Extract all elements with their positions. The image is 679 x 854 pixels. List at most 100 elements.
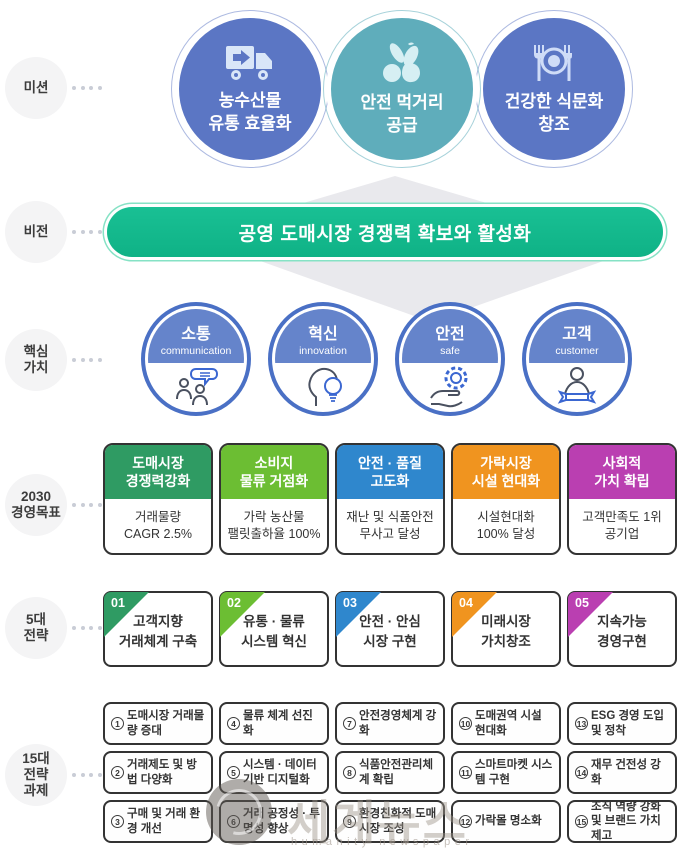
goal-title: 안전 · 품질 고도화 xyxy=(337,445,443,499)
goal-card: 소비지 물류 거점화 가락 농산물 팰릿출하율 100% xyxy=(219,443,329,555)
core-value-ko: 안전 xyxy=(435,325,465,343)
core-value-icon-wrap xyxy=(275,363,371,409)
task-card: 12 가락몰 명소화 xyxy=(451,800,561,843)
task-text: 물류 체계 선진화 xyxy=(243,710,313,737)
goal-title: 사회적 가치 확립 xyxy=(569,445,675,499)
dots-separator xyxy=(72,86,102,90)
task-text: 식품안전관리체계 확립 xyxy=(359,759,434,786)
dots-separator xyxy=(72,358,102,362)
task-number: 7 xyxy=(343,717,356,730)
dots-separator xyxy=(72,503,102,507)
task-text: 도매권역 시설 현대화 xyxy=(475,710,542,737)
core-value-inner: 안전 safe xyxy=(402,309,498,409)
mission-title: 농수산물 유통 효율화 xyxy=(208,91,292,133)
communication-icon xyxy=(176,368,219,406)
vision-statement: 공영 도매시장 경쟁력 확보와 활성화 xyxy=(107,207,663,257)
core-value-inner: 혁신 innovation xyxy=(275,309,371,409)
core-value-ko: 고객 xyxy=(562,325,592,343)
task-number: 3 xyxy=(111,815,124,828)
strategy-title: 안전 · 안심 시장 구현 xyxy=(359,613,421,649)
task-number: 14 xyxy=(575,766,588,779)
task-number: 10 xyxy=(459,717,472,730)
task-number: 15 xyxy=(575,815,588,828)
core-value-header: 안전 safe xyxy=(402,309,498,363)
goal-desc: 고객만족도 1위 공기업 xyxy=(582,509,662,542)
core-value-communication: 소통 communication xyxy=(141,302,251,416)
strategy-title: 고객지향 거래체계 구축 xyxy=(118,613,198,649)
goal-card: 가락시장 시설 현대화 시설현대화 100% 달성 xyxy=(451,443,561,555)
core-value-header: 고객 customer xyxy=(529,309,625,363)
task-text: 구매 및 거래 환경 개선 xyxy=(127,808,201,835)
core-value-header: 혁신 innovation xyxy=(275,309,371,363)
task-number: 1 xyxy=(111,717,124,730)
core-value-customer: 고객 customer xyxy=(522,302,632,416)
task-text: 조직 역량 강화 및 브랜드 가치 제고 xyxy=(591,800,661,842)
strategy-title: 미래시장 가치창조 xyxy=(481,613,531,649)
mission-circle-food-culture: 건강한 식문화 창조 xyxy=(475,10,633,168)
goal-title: 소비지 물류 거점화 xyxy=(221,445,327,499)
mission-title: 건강한 식문화 창조 xyxy=(504,92,604,134)
core-value-ko: 소통 xyxy=(181,325,211,343)
core-value-ko: 혁신 xyxy=(308,325,338,343)
safety-icon xyxy=(430,366,468,408)
task-text: 거래 공정성 · 투명성 향상 xyxy=(243,808,320,835)
task-text: 가락몰 명소화 xyxy=(475,815,542,828)
core-value-en: customer xyxy=(555,344,599,357)
task-card: 9 환경친화적 도매시장 조성 xyxy=(335,800,445,843)
task-text: 환경친화적 도매시장 조성 xyxy=(359,808,437,835)
task-text: 거래제도 및 방법 다양화 xyxy=(127,759,197,786)
goals-2030-label: 2030 경영목표 xyxy=(5,474,67,536)
task-card: 8 식품안전관리체계 확립 xyxy=(335,751,445,794)
dots-separator xyxy=(72,773,102,777)
core-value-safe: 안전 safe xyxy=(395,302,505,416)
dots-separator xyxy=(72,230,102,234)
task-text: 안전경영체계 강화 xyxy=(359,710,437,737)
core-values-label: 핵심 가치 xyxy=(5,329,67,391)
task-number: 8 xyxy=(343,766,356,779)
core-value-innovation: 혁신 innovation xyxy=(268,302,378,416)
goal-title: 가락시장 시설 현대화 xyxy=(453,445,559,499)
strategy-card: 03 안전 · 안심 시장 구현 xyxy=(335,591,445,667)
task-number: 11 xyxy=(459,766,472,779)
core-value-en: innovation xyxy=(299,344,347,357)
task-number: 4 xyxy=(227,717,240,730)
task-number: 12 xyxy=(459,815,472,828)
task-number: 13 xyxy=(575,717,588,730)
strategy-card: 01 고객지향 거래체계 구축 xyxy=(103,591,213,667)
truck-icon xyxy=(226,46,272,81)
task-text: 스마트마켓 시스템 구현 xyxy=(475,759,553,786)
task-card: 2 거래제도 및 방법 다양화 xyxy=(103,751,213,794)
mission-title: 안전 먹거리 공급 xyxy=(360,93,444,135)
task-number: 2 xyxy=(111,766,124,779)
goal-desc: 재난 및 식품안전 무사고 달성 xyxy=(346,509,434,542)
task-card: 1 도매시장 거래물량 증대 xyxy=(103,702,213,745)
strategy-title: 유통 · 물류 시스템 혁신 xyxy=(241,613,307,649)
task-number: 9 xyxy=(343,815,356,828)
task-text: 재무 건전성 강화 xyxy=(591,759,661,786)
mission-circle-distribution: 농수산물 유통 효율화 xyxy=(171,10,329,168)
goal-card: 사회적 가치 확립 고객만족도 1위 공기업 xyxy=(567,443,677,555)
goal-desc: 가락 농산물 팰릿출하율 100% xyxy=(227,509,321,542)
core-value-en: communication xyxy=(160,344,232,357)
core-value-en: safe xyxy=(440,344,460,357)
task-card: 10 도매권역 시설 현대화 xyxy=(451,702,561,745)
task-card: 15 조직 역량 강화 및 브랜드 가치 제고 xyxy=(567,800,677,843)
goal-title: 도매시장 경쟁력강화 xyxy=(105,445,211,499)
gray-arrow-shapes xyxy=(252,176,612,322)
task-card: 4 물류 체계 선진화 xyxy=(219,702,329,745)
strategy-card: 05 지속가능 경영구현 xyxy=(567,591,677,667)
dots-separator xyxy=(72,626,102,630)
task-card: 6 거래 공정성 · 투명성 향상 xyxy=(219,800,329,843)
strategy-title: 지속가능 경영구현 xyxy=(597,613,647,649)
core-value-icon-wrap xyxy=(402,363,498,409)
dining-icon xyxy=(534,45,572,82)
task-card: 7 안전경영체계 강화 xyxy=(335,702,445,745)
goal-card: 도매시장 경쟁력강화 거래물량 CAGR 2.5% xyxy=(103,443,213,555)
customer-icon xyxy=(557,367,597,404)
core-value-header: 소통 communication xyxy=(148,309,244,363)
goal-desc: 시설현대화 100% 달성 xyxy=(476,509,536,542)
innovation-icon xyxy=(308,367,342,406)
mission-label: 미션 xyxy=(5,57,67,119)
goal-desc: 거래물량 CAGR 2.5% xyxy=(123,509,193,542)
